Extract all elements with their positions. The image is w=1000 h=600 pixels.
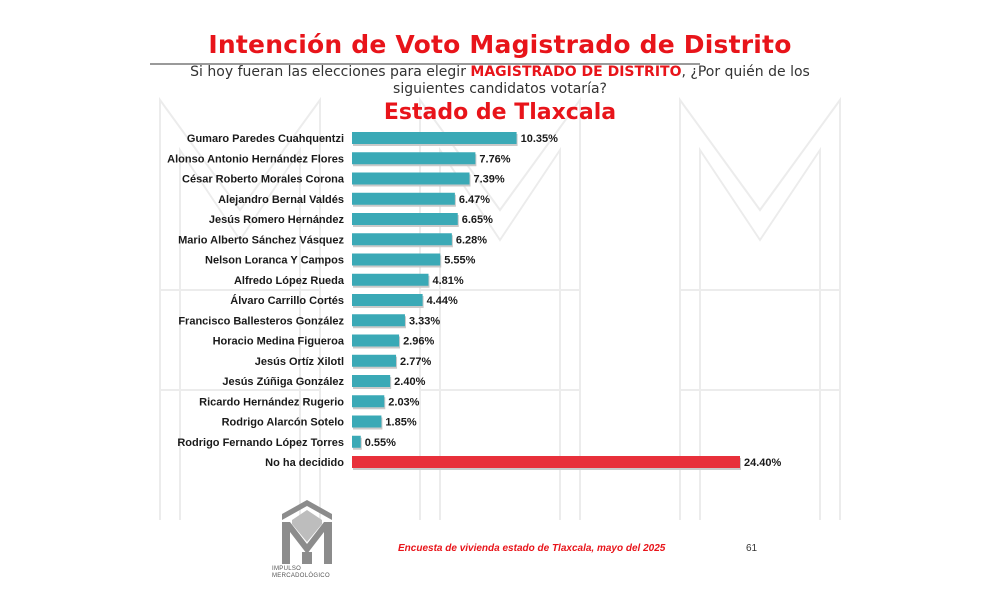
value-label: 7.39%	[474, 174, 505, 186]
bar	[352, 253, 441, 266]
bar	[352, 294, 423, 306]
page-subtitle: Estado de Tlaxcala	[383, 100, 617, 125]
company-logo	[282, 500, 332, 564]
value-label: 4.81%	[432, 275, 463, 287]
bar	[352, 435, 361, 448]
category-label: Alfredo López Rueda	[234, 275, 345, 287]
category-label: Álvaro Carrillo Cortés	[230, 294, 344, 307]
category-label: César Roberto Morales Corona	[182, 174, 345, 186]
category-label: Ricardo Hernández Rugerio	[199, 396, 344, 408]
value-label: 6.28%	[456, 234, 487, 246]
bar-undecided	[352, 456, 740, 468]
bar	[352, 395, 385, 408]
bar	[352, 192, 455, 205]
category-label: Jesús Romero Hernández	[209, 214, 345, 226]
category-label: Francisco Ballesteros González	[178, 315, 344, 327]
category-label: Alonso Antonio Hernández Flores	[167, 153, 344, 165]
value-label: 5.55%	[444, 255, 475, 267]
bar	[352, 233, 452, 246]
bar	[352, 375, 391, 387]
category-label: Nelson Loranca Y Campos	[205, 255, 344, 267]
bar	[352, 152, 476, 165]
category-label: Rodrigo Alarcón Sotelo	[222, 417, 345, 429]
value-label: 6.47%	[459, 194, 490, 206]
value-label: 6.65%	[462, 214, 493, 226]
value-label: 2.77%	[400, 356, 431, 368]
page-number: 61	[746, 543, 758, 554]
value-label: 4.44%	[427, 295, 458, 307]
title-divider	[150, 63, 700, 65]
logo-line-1: IMPULSO	[272, 566, 302, 572]
bar	[352, 415, 382, 428]
page-title: Intención de Voto Magistrado de Distrito	[208, 30, 792, 59]
footer-source: Encuesta de vivienda estado de Tlaxcala,…	[398, 543, 666, 554]
category-label: Jesús Ortíz Xilotl	[255, 356, 344, 368]
value-label: 24.40%	[744, 457, 782, 469]
logo-line-2: MERCADOLÓGICO	[272, 573, 330, 579]
question-highlight: MAGISTRADO DE DISTRITO	[470, 64, 682, 80]
value-label: 2.03%	[388, 396, 419, 408]
question-text-after: , ¿Por quién de los siguientes candidato…	[393, 64, 810, 97]
value-label: 3.33%	[409, 315, 440, 327]
category-label: Horacio Medina Figueroa	[213, 336, 345, 348]
bar	[352, 213, 458, 225]
value-label: 7.76%	[479, 153, 510, 165]
category-label: Rodrigo Fernando López Torres	[177, 437, 344, 449]
bar	[352, 354, 397, 367]
value-label: 10.35%	[521, 133, 559, 145]
category-label: No ha decidido	[265, 457, 344, 469]
value-label: 2.40%	[394, 376, 425, 388]
category-label: Mario Alberto Sánchez Vásquez	[178, 234, 344, 246]
bar	[352, 334, 400, 347]
logo-wordmark: IMPULSO MERCADOLÓGICO	[272, 566, 352, 580]
bar	[352, 172, 470, 185]
category-label: Jesús Zúñiga González	[222, 376, 344, 388]
value-label: 1.85%	[385, 417, 416, 429]
category-label: Gumaro Paredes Cuahquentzi	[187, 133, 344, 145]
value-label: 2.96%	[403, 336, 434, 348]
category-label: Alejandro Bernal Valdés	[218, 194, 344, 206]
question-text-before: Si hoy fueran las elecciones para elegir	[190, 64, 471, 80]
bar	[352, 314, 405, 327]
survey-question: Si hoy fueran las elecciones para elegir…	[160, 64, 840, 98]
bar	[352, 273, 429, 286]
bar	[352, 132, 517, 144]
value-label: 0.55%	[365, 437, 396, 449]
